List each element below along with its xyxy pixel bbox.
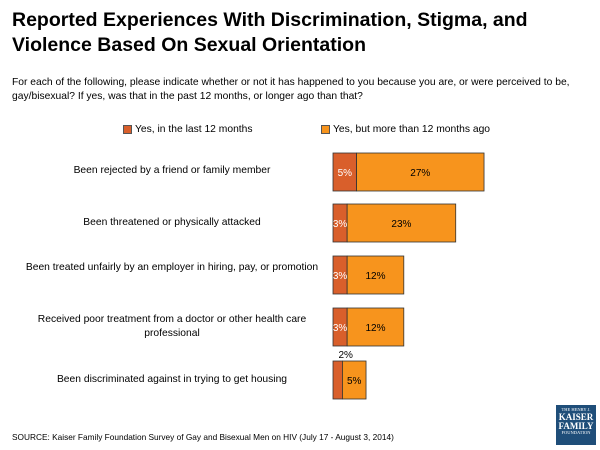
kff-logo: THE HENRY J. KAISER FAMILY FOUNDATION — [556, 405, 596, 445]
bar-last-12-months — [332, 360, 343, 400]
category-label: Been rejected by a friend or family memb… — [73, 165, 271, 176]
data-label-last-12-months: 3% — [333, 219, 348, 230]
legend-label-more-than-12-months: Yes, but more than 12 months ago — [333, 124, 491, 135]
legend-item-more-than-12-months: Yes, but more than 12 months ago — [321, 124, 490, 135]
category-label: Been treated unfairly by an employer in … — [25, 262, 319, 273]
bar-more-than-12-months — [346, 255, 405, 295]
data-label-last-12-months: 3% — [333, 271, 348, 282]
data-label-more-than-12-months: 23% — [391, 219, 411, 230]
source-note: SOURCE: Kaiser Family Foundation Survey … — [12, 432, 394, 442]
logo-line-1: THE HENRY J. — [561, 407, 591, 412]
bar-more-than-12-months — [356, 152, 485, 192]
chart-subtitle: For each of the following, please indica… — [12, 77, 570, 102]
data-label-last-12-months: 2% — [338, 350, 353, 361]
legend-item-last-12-months: Yes, in the last 12 months — [123, 124, 253, 135]
legend-swatch-more-than-12-months — [321, 125, 330, 134]
bar-more-than-12-months — [346, 307, 405, 347]
legend-label-last-12-months: Yes, in the last 12 months — [135, 124, 253, 135]
logo-line-2a: KAISER — [558, 411, 594, 422]
category-label: Received poor treatment from a doctor or… — [37, 314, 307, 339]
data-label-more-than-12-months: 27% — [410, 168, 430, 179]
data-label-last-12-months: 3% — [333, 323, 348, 334]
category-label: Been threatened or physically attacked — [83, 217, 261, 228]
chart-title: Reported Experiences With Discrimination… — [12, 9, 528, 56]
bar-more-than-12-months — [342, 360, 367, 400]
category-label: Been discriminated against in trying to … — [56, 374, 288, 385]
data-label-more-than-12-months: 12% — [365, 323, 385, 334]
data-label-more-than-12-months: 12% — [365, 271, 385, 282]
legend-swatch-last-12-months — [123, 125, 132, 134]
logo-line-2b: FAMILY — [558, 420, 594, 431]
data-label-last-12-months: 5% — [338, 168, 353, 179]
bar-more-than-12-months — [346, 203, 457, 243]
data-label-more-than-12-months: 5% — [347, 376, 362, 387]
logo-line-3: FOUNDATION — [561, 429, 591, 435]
